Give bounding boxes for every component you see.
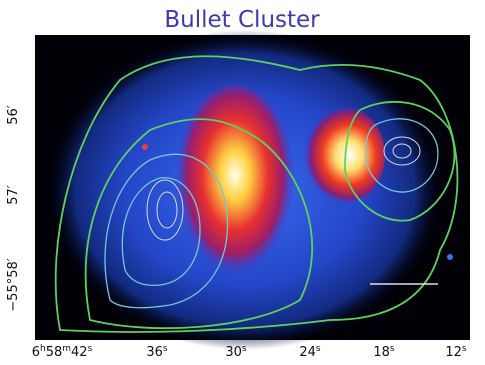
x-tick-label-part: s	[163, 344, 168, 354]
x-tick-label: 30s	[225, 344, 247, 360]
x-tick-label-part: s	[390, 344, 395, 354]
x-tick-label-part: 18	[373, 345, 390, 360]
x-tick-label: 18s	[373, 344, 395, 360]
x-tick-label-part: 58	[46, 345, 63, 360]
x-tick-label-part: s	[316, 344, 321, 354]
x-tick-label-part: 36	[146, 345, 163, 360]
x-tick-label-part: 6	[32, 345, 40, 360]
x-tick-label-part: 24	[299, 345, 316, 360]
x-tick-label-part: s	[88, 344, 93, 354]
figure: Bullet Cluster 6h58m42s36s30s24s18s12s56…	[0, 0, 485, 361]
y-tick-label: 57′	[6, 185, 21, 205]
x-tick-label-part: s	[462, 344, 467, 354]
y-tick-label: 56′	[6, 105, 21, 125]
x-tick-label-part: 12	[445, 345, 462, 360]
x-tick-label-part: 42	[71, 345, 88, 360]
x-tick-label-part: m	[62, 344, 71, 354]
x-tick-label: 6h58m42s	[32, 344, 93, 360]
image	[35, 30, 470, 350]
x-tick-label: 24s	[299, 344, 321, 360]
title: Bullet Cluster	[164, 7, 320, 33]
x-tick-label: 36s	[146, 344, 168, 360]
x-tick-label: 12s	[445, 344, 467, 360]
y-tick-label: −55°58′	[6, 258, 21, 311]
x-tick-label-part: s	[242, 344, 247, 354]
x-tick-label-part: 30	[225, 345, 242, 360]
